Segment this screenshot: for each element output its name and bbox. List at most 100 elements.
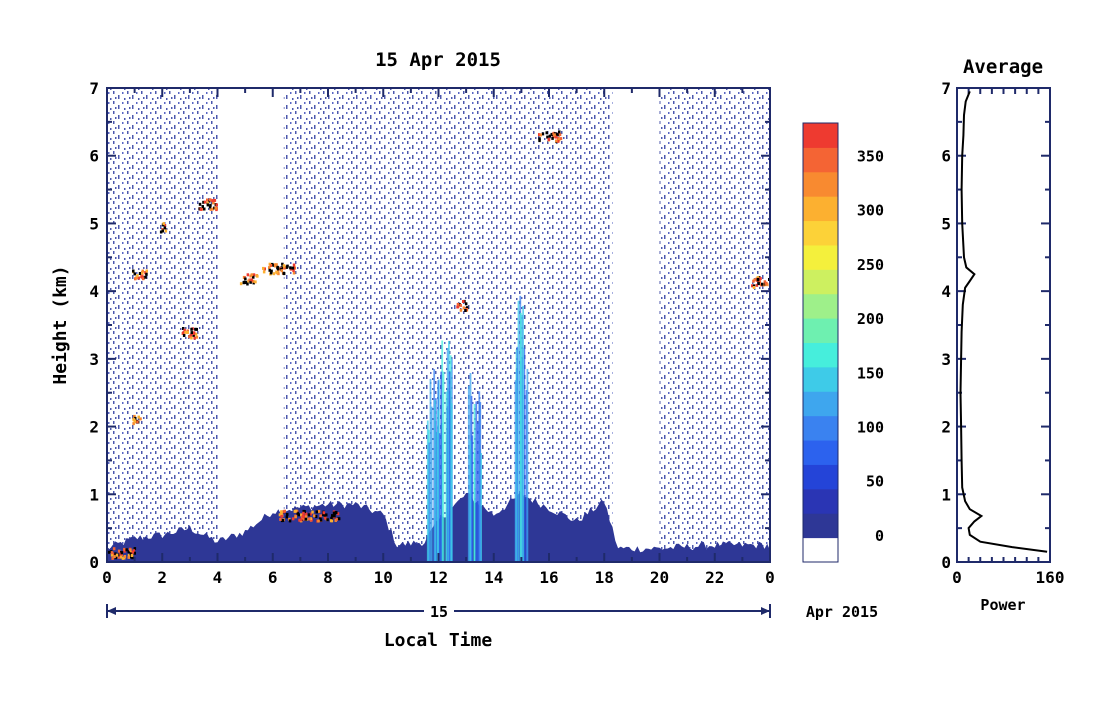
cloud-cell: [127, 550, 130, 554]
cloud-cell: [303, 517, 306, 521]
cloud-cell: [322, 511, 326, 515]
cloud-cell: [763, 280, 767, 284]
cloud-cell: [280, 519, 284, 523]
cloud-cell: [319, 514, 322, 518]
y-tick-label: 3: [89, 350, 99, 369]
cloud-cell: [752, 279, 755, 283]
x-tick-label: 10: [374, 568, 393, 587]
cloud-cell: [276, 266, 280, 270]
cloud-cell: [123, 549, 126, 553]
cloud-cell: [288, 519, 292, 523]
cloud-cell: [317, 519, 320, 523]
cloud-cell: [110, 553, 114, 557]
cloud-cell: [121, 556, 125, 560]
cloud-cell: [285, 265, 289, 269]
cloud-cell: [189, 333, 193, 337]
cloud-cell: [131, 550, 135, 554]
convective-streak: [467, 385, 470, 562]
cloud-cell: [558, 133, 562, 137]
cloud-cell: [252, 275, 255, 279]
cloud-cell: [557, 133, 560, 137]
y-tick-label: 2: [89, 418, 99, 437]
cloud-cell: [291, 517, 295, 521]
convective-streak: [434, 399, 436, 562]
cloud-cell: [557, 139, 560, 143]
cloud-cell: [212, 201, 215, 205]
cloud-cell: [145, 272, 148, 276]
cloud-cell: [539, 133, 542, 137]
cloud-cell: [107, 550, 110, 554]
convective-streak: [450, 403, 453, 562]
cloud-cell: [270, 269, 273, 273]
cloud-cell: [558, 130, 561, 134]
cloud-cell: [292, 263, 296, 267]
cloud-cell: [262, 266, 265, 270]
cloud-cell: [190, 336, 193, 340]
cloud-cell: [201, 205, 204, 209]
cloud-cell: [244, 281, 248, 284]
y-tick-label: 4: [89, 282, 99, 301]
cloud-cell: [137, 415, 140, 419]
cloud-cell: [133, 272, 136, 276]
cloud-cell: [551, 136, 554, 140]
cloud-cell: [206, 198, 209, 202]
cloud-cell: [133, 551, 136, 555]
cloud-cell: [163, 226, 167, 230]
convective-streak: [520, 312, 522, 562]
cloud-cell: [553, 133, 556, 137]
cloud-cell: [288, 517, 291, 521]
convective-streak: [442, 371, 445, 562]
colorbar-segment: [803, 366, 838, 392]
cloud-cell: [756, 278, 760, 282]
cloud-cell: [269, 264, 273, 267]
cloud-cell: [256, 274, 259, 278]
convective-streak: [440, 371, 443, 562]
convective-streak: [521, 314, 523, 562]
cloud-cell: [248, 278, 251, 282]
cloud-cell: [280, 269, 283, 273]
cloud-cell: [545, 131, 548, 135]
colorbar-tick-label: 200: [857, 310, 884, 328]
cloud-cell: [159, 230, 163, 234]
cloud-cell: [272, 272, 276, 276]
x-tick-label: 18: [595, 568, 614, 587]
cloud-cell: [129, 552, 133, 556]
cloud-cell: [324, 516, 327, 520]
cloud-cell: [294, 509, 298, 513]
avg-y-tick-label: 1: [941, 485, 951, 504]
cloud-cell: [315, 510, 318, 514]
cloud-cell: [282, 264, 286, 268]
cloud-cell: [193, 336, 196, 340]
cloud-cell: [335, 517, 339, 521]
cloud-cell: [117, 549, 121, 553]
cloud-cell: [262, 270, 266, 274]
cloud-cell: [555, 139, 558, 143]
cloud-cell: [323, 514, 327, 518]
cloud-cell: [322, 513, 325, 516]
cloud-cell: [552, 135, 556, 139]
convective-streak: [445, 391, 448, 562]
cloud-cell: [332, 511, 336, 515]
cloud-cell: [133, 414, 136, 418]
average-axes: 0 1 2 3 4 5 6 7 0 160: [941, 79, 1064, 587]
average-power-line: [959, 91, 1048, 553]
cloud-cell: [244, 277, 247, 281]
cloud-cell: [300, 513, 303, 517]
cloud-cell: [304, 517, 308, 521]
cloud-cell: [554, 135, 558, 139]
cloud-cell: [464, 302, 468, 306]
cloud-cell: [547, 137, 551, 141]
convective-streak: [446, 348, 449, 562]
colorbar-segment: [803, 391, 838, 417]
convective-streak: [526, 368, 529, 562]
colorbar-segment: [803, 464, 838, 490]
cloud-cell: [302, 511, 305, 515]
cloud-cell: [333, 514, 336, 518]
cloud-cell: [249, 280, 252, 284]
colorbar-tick-label: 150: [857, 364, 884, 382]
x-tick-label: 12: [429, 568, 448, 587]
cloud-cell: [292, 271, 296, 275]
average-title: Average: [963, 56, 1043, 78]
cloud-cell: [141, 269, 144, 273]
